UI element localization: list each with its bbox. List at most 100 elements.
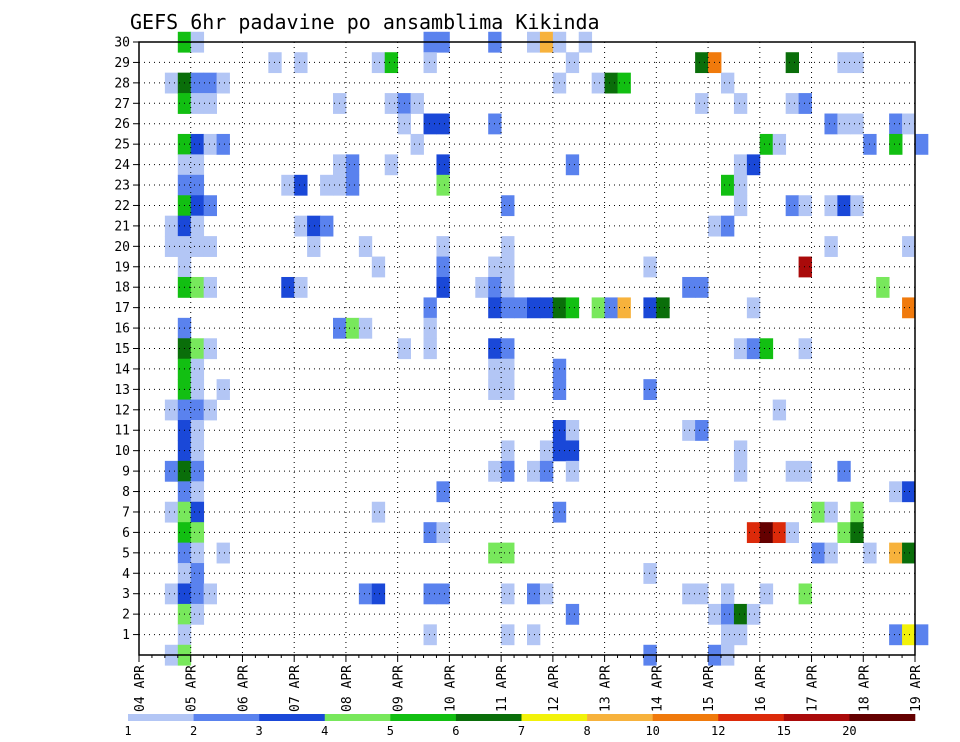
heatmap-cell [203,133,217,155]
heatmap-cell [371,256,386,278]
heatmap-cell [733,174,748,196]
heatmap-cell [565,460,580,482]
heatmap-cell [358,317,373,339]
colorbar-label: 3 [256,724,263,738]
heatmap-cell [384,154,399,176]
y-tick-label: 1 [122,628,130,643]
heatmap-cell [501,583,515,605]
heatmap-cell [682,276,696,298]
colorbar-label: 15 [777,724,791,738]
heatmap-cell [501,256,515,278]
heatmap-cell [721,583,735,605]
y-tick-label: 27 [114,97,130,112]
heatmap-cell [527,297,541,319]
x-tick-label: 19 APR [909,665,924,712]
heatmap-cell [824,501,838,523]
heatmap-cell [384,52,399,74]
heatmap-cell [216,133,230,155]
y-tick-label: 24 [114,158,130,173]
heatmap-cell [889,133,903,155]
y-tick-label: 4 [122,567,130,582]
heatmap-cell [164,399,179,421]
heatmap-cell [850,113,864,135]
heatmap-cell [190,338,205,360]
heatmap-cell [850,522,864,544]
heatmap-cell [190,460,205,482]
heatmap-cell [216,379,230,400]
colorbar-segment [128,714,194,721]
heatmap-cell [850,52,864,74]
heatmap-cells [164,31,929,666]
heatmap-cell [733,460,748,482]
y-tick-label: 23 [114,179,130,194]
heatmap-cell [539,297,554,319]
heatmap-cell [190,195,205,217]
heatmap-cell [436,174,450,196]
colorbar-segment [652,714,719,721]
heatmap-cell [733,603,748,625]
heatmap-cell [902,542,916,564]
colorbar-label: 7 [518,724,525,738]
colorbar-label: 20 [842,724,856,738]
heatmap-cell [190,154,205,176]
heatmap-cell [436,583,450,605]
heatmap-cell [604,297,618,319]
heatmap-cell [565,297,580,319]
y-tick-label: 21 [114,219,130,234]
heatmap-cell [824,195,838,217]
heatmap-cell [371,52,386,74]
y-tick-label: 16 [114,322,130,337]
heatmap-cell [889,113,903,135]
heatmap-cell [190,481,205,503]
colorbar-label: 4 [321,724,328,738]
y-tick-label: 2 [122,608,130,623]
heatmap-cell [190,236,205,257]
heatmap-cell [501,358,515,380]
colorbar-label: 8 [583,724,590,738]
colorbar-label: 2 [190,724,197,738]
grid-lines [139,41,915,655]
x-tick-label: 09 APR [392,665,407,712]
x-tick-label: 05 APR [185,665,200,712]
y-tick-label: 22 [114,199,130,214]
y-tick-label: 10 [114,444,130,459]
heatmap-cell [164,236,179,257]
heatmap-cell [811,501,825,523]
heatmap-cell [501,460,515,482]
heatmap-cell [384,93,399,114]
heatmap-cell [190,603,205,625]
heatmap-cell [475,276,489,298]
heatmap-cell [643,256,657,278]
colorbar-segment [587,714,653,721]
heatmap-cell [190,93,205,114]
heatmap-cell [216,72,230,94]
heatmap-cell [539,440,554,462]
heatmap-cell [643,379,657,400]
heatmap-cell [824,113,838,135]
heatmap-cell [643,297,657,319]
heatmap-cell [785,460,799,482]
heatmap-cell [410,93,424,114]
axes: 1234567891011121314151617181920212223242… [114,36,924,712]
heatmap-cell [889,624,903,646]
heatmap-cell [746,522,761,544]
y-tick-label: 25 [114,138,130,153]
heatmap-cell [436,276,450,298]
heatmap-cell [759,133,774,155]
heatmap-cell [798,583,812,605]
x-tick-label: 06 APR [236,665,251,712]
heatmap-cell [190,440,205,462]
y-tick-label: 17 [114,301,130,316]
heatmap-cell [203,195,217,217]
heatmap-cell [798,195,812,217]
colorbar-segment [521,714,588,721]
heatmap-cell [798,256,812,278]
heatmap-cell [785,52,799,74]
heatmap-cell [733,93,748,114]
heatmap-cell [190,399,205,421]
heatmap-cell [358,583,373,605]
heatmap-cell [307,215,321,237]
heatmap-cell [527,460,541,482]
y-tick-label: 29 [114,56,130,71]
y-tick-label: 7 [122,505,130,520]
